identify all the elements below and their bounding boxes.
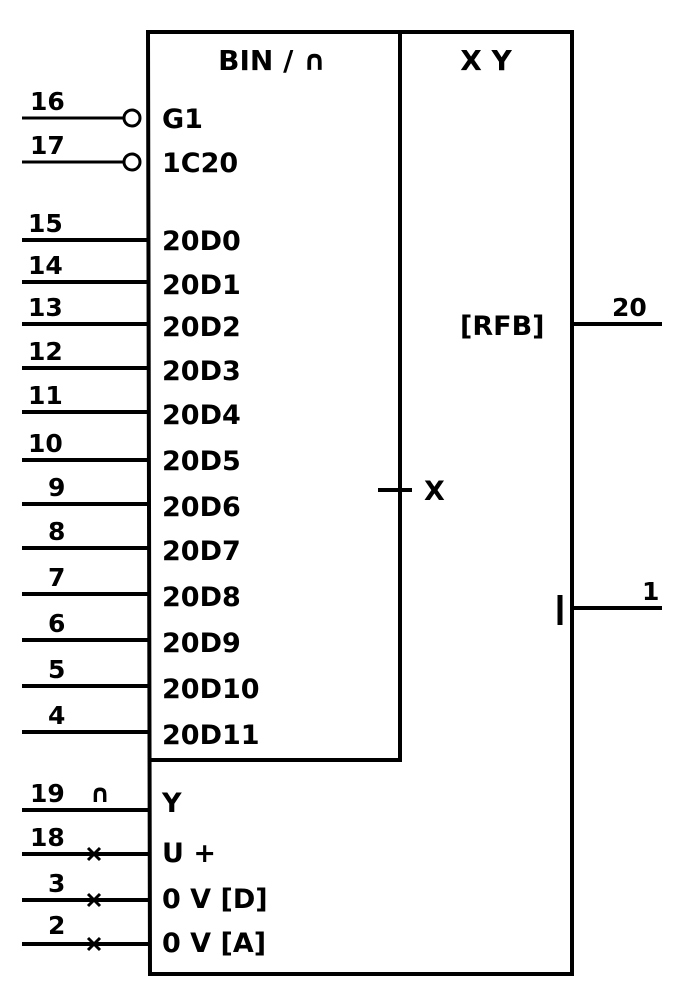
pin-label: 0 V [A] [162,928,266,959]
outer-block-outline [145,30,574,976]
pin-label: 20D11 [162,720,260,751]
right-block-header: X Y [460,44,512,77]
left-block-header: BIN / ∩ [218,44,326,77]
pin-label: G1 [162,104,203,135]
pin-label: 20D1 [162,270,241,301]
output-pin-1-number: 1 [642,577,659,606]
pin-number: 15 [28,209,63,238]
pin-number: 17 [30,131,65,160]
pin-label: 20D4 [162,400,241,431]
cross-icon [86,846,102,862]
pin-row-12: 12 20D3 [22,337,241,387]
pin-row-4: 4 20D11 [22,701,260,751]
pin-number: 3 [48,869,65,898]
pin-label: 20D10 [162,674,260,705]
pin-number: 2 [48,911,65,940]
pin-number: 5 [48,655,65,684]
pin-label: U + [162,838,216,869]
pin-number: 8 [48,517,65,546]
pin-row-13: 13 20D2 [22,293,241,343]
pin-label: 20D2 [162,312,241,343]
pin-row-3: 3 0 V [D] [22,869,268,915]
pin-label: 0 V [D] [162,884,268,915]
pin-row-5: 5 20D10 [22,655,260,705]
pin-label: 20D6 [162,492,241,523]
inverter-circle-icon [122,152,142,172]
left-inner-block-outline [148,32,402,762]
pin-label: 20D9 [162,628,241,659]
analog-symbol: ∩ [90,779,110,808]
pin-number: 13 [28,293,63,322]
pin-row-19: 19 ∩ Y [22,779,182,819]
pin-number: 14 [28,251,63,280]
pin-number: 7 [48,563,65,592]
pin-number: 9 [48,473,65,502]
pin-number: 4 [48,701,65,730]
pin-label: 20D8 [162,582,241,613]
pin-number: 18 [30,823,65,852]
pin-row-10: 10 20D5 [22,429,241,477]
internal-x-label: X [424,476,445,507]
pin-number: 12 [28,337,63,366]
pin-label: 1C20 [162,148,238,179]
pin-row-14: 14 20D1 [22,251,241,301]
pin-label: Y [161,788,182,819]
pin-label: 20D7 [162,536,241,567]
inverter-circle-icon [122,108,142,128]
output-pin-20-label: [RFB] [460,311,545,342]
pin-label: 20D0 [162,226,241,257]
pin-row-2: 2 0 V [A] [22,911,266,959]
pin-row-17: 17 1C20 [22,131,238,179]
pin-row-11: 11 20D4 [22,381,241,431]
cross-icon [86,936,102,952]
pin-label: 20D3 [162,356,241,387]
pin-number: 11 [28,381,63,410]
pin-row-7: 7 20D8 [22,563,241,613]
pin-row-8: 8 20D7 [22,517,241,567]
pin-number: 6 [48,609,65,638]
pin-row-16: 16 G1 [22,87,203,135]
output-pin-20-number: 20 [612,293,647,322]
pin-number: 16 [30,87,65,116]
pin-row-15: 15 20D0 [22,209,241,257]
pin-number: 10 [28,429,63,458]
pin-row-6: 6 20D9 [22,609,241,659]
cross-icon [86,892,102,908]
pin-label: 20D5 [162,446,241,477]
pin-row-9: 9 20D6 [22,473,241,523]
pin-row-18: 18 U + [22,823,216,869]
pin-number: 19 [30,779,65,808]
